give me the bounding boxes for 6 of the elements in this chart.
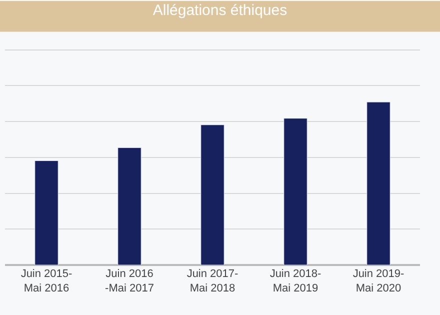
chart-title: Allégations éthiques <box>152 2 288 20</box>
x-tick-label: Juin 2018- Mai 2019 <box>270 268 322 294</box>
x-tick-label: Juin 2019- Mai 2020 <box>352 268 405 294</box>
x-tick-label: Juin 2015- Mai 2016 <box>20 268 73 294</box>
x-tick-label: Juin 2016 -Mai 2017 <box>105 268 154 294</box>
x-tick-label: Juin 2017- Mai 2018 <box>186 268 239 294</box>
